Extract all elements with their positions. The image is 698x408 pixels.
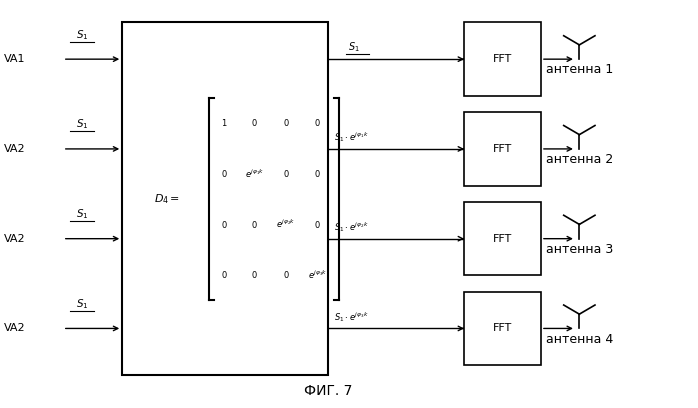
- Bar: [464, 292, 541, 365]
- Text: FFT: FFT: [493, 54, 512, 64]
- Text: VA2: VA2: [3, 234, 25, 244]
- Text: $S_1 \cdot e^{j\varphi_1 k}$: $S_1 \cdot e^{j\varphi_1 k}$: [334, 130, 369, 144]
- Text: $0$: $0$: [221, 168, 228, 179]
- Text: FFT: FFT: [493, 144, 512, 154]
- Text: $0$: $0$: [283, 118, 290, 129]
- Text: антенна 3: антенна 3: [546, 243, 613, 256]
- Text: $D_4=$: $D_4=$: [154, 192, 179, 206]
- Text: $S_1$: $S_1$: [75, 118, 89, 131]
- Text: $S_1$: $S_1$: [75, 297, 89, 311]
- Text: $0$: $0$: [314, 168, 321, 179]
- Text: $e^{j\varphi_3 k}$: $e^{j\varphi_3 k}$: [308, 269, 327, 281]
- Text: VA2: VA2: [3, 144, 25, 154]
- Text: $S_1 \cdot e^{j\varphi_3 k}$: $S_1 \cdot e^{j\varphi_3 k}$: [334, 310, 369, 324]
- Text: FFT: FFT: [493, 234, 512, 244]
- Text: $0$: $0$: [251, 269, 258, 280]
- Text: $0$: $0$: [221, 269, 228, 280]
- Text: антенна 4: антенна 4: [546, 333, 613, 346]
- Bar: [122, 22, 328, 375]
- Bar: [464, 22, 541, 96]
- Text: $0$: $0$: [283, 168, 290, 179]
- Text: $S_1$: $S_1$: [348, 40, 360, 54]
- Text: антенна 1: антенна 1: [546, 63, 613, 76]
- Text: $1$: $1$: [221, 118, 228, 129]
- Text: FFT: FFT: [493, 324, 512, 333]
- Text: $0$: $0$: [283, 269, 290, 280]
- Text: $S_1$: $S_1$: [75, 207, 89, 221]
- Text: $0$: $0$: [314, 118, 321, 129]
- Text: $0$: $0$: [251, 118, 258, 129]
- Text: $0$: $0$: [221, 219, 228, 230]
- Text: $0$: $0$: [314, 219, 321, 230]
- Text: VA1: VA1: [3, 54, 25, 64]
- Text: $S_1$: $S_1$: [75, 28, 89, 42]
- Text: $S_1 \cdot e^{j\varphi_2 k}$: $S_1 \cdot e^{j\varphi_2 k}$: [334, 220, 369, 234]
- Bar: [464, 202, 541, 275]
- Text: ФИГ. 7: ФИГ. 7: [304, 384, 352, 398]
- Text: $0$: $0$: [251, 219, 258, 230]
- Bar: [464, 112, 541, 186]
- Text: антенна 2: антенна 2: [546, 153, 613, 166]
- Text: $e^{j\varphi_2 k}$: $e^{j\varphi_2 k}$: [276, 218, 296, 231]
- Text: VA2: VA2: [3, 324, 25, 333]
- Text: $e^{j\varphi_1 k}$: $e^{j\varphi_1 k}$: [245, 167, 265, 180]
